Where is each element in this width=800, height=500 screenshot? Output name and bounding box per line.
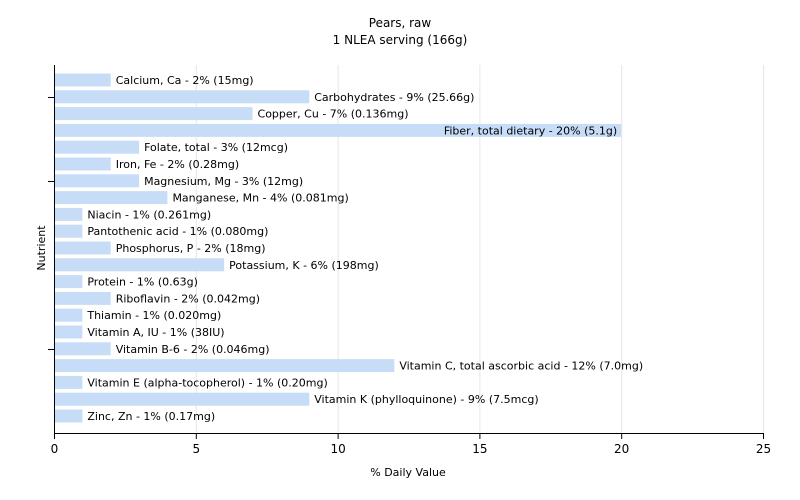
bar	[55, 90, 310, 104]
x-tick-label: 10	[330, 442, 345, 456]
x-tick-label: 5	[192, 442, 200, 456]
bar-label: Vitamin A, IU - 1% (38IU)	[87, 326, 224, 339]
bar-label: Carbohydrates - 9% (25.66g)	[314, 91, 474, 104]
bar-label: Vitamin K (phylloquinone) - 9% (7.5mcg)	[314, 393, 538, 406]
bar	[55, 73, 111, 87]
bar	[55, 325, 83, 339]
bar-label: Folate, total - 3% (12mcg)	[144, 141, 288, 154]
x-axis-title: % Daily Value	[370, 466, 446, 479]
bar-label: Vitamin E (alpha-tocopherol) - 1% (0.20m…	[87, 376, 327, 389]
bar	[55, 107, 253, 121]
bar	[55, 157, 111, 171]
x-tick-label: 15	[472, 442, 487, 456]
bar-label: Thiamin - 1% (0.020mg)	[86, 309, 221, 322]
bars-group: Calcium, Ca - 2% (15mg) Carbohydrates - 9…	[55, 73, 643, 423]
bar-label: Vitamin C, total ascorbic acid - 12% (7.…	[399, 360, 643, 373]
bar-label: Magnesium, Mg - 3% (12mg)	[144, 175, 303, 188]
bar	[55, 275, 83, 289]
x-tick-label: 25	[756, 442, 771, 456]
bar	[55, 291, 111, 305]
chart-subtitle: 1 NLEA serving (166g)	[333, 33, 468, 47]
bar	[55, 140, 140, 154]
bar-label: Calcium, Ca - 2% (15mg)	[116, 74, 254, 87]
x-tick-label: 0	[51, 442, 59, 456]
bar-label: Pantothenic acid - 1% (0.080mg)	[87, 225, 268, 238]
bar-label: Manganese, Mn - 4% (0.081mg)	[172, 192, 348, 205]
bar-label: Potassium, K - 6% (198mg)	[229, 259, 379, 272]
bar	[55, 308, 83, 322]
bar	[55, 342, 111, 356]
x-tick-label: 20	[614, 442, 629, 456]
bar-label: Fiber, total dietary - 20% (5.1g)	[444, 124, 617, 137]
bar	[55, 375, 83, 389]
bar-label: Niacin - 1% (0.261mg)	[87, 208, 211, 221]
bar	[55, 241, 111, 255]
bar	[55, 409, 83, 423]
y-axis-title: Nutrient	[35, 225, 48, 271]
bar-label: Riboflavin - 2% (0.042mg)	[116, 292, 260, 305]
bar	[55, 392, 310, 406]
bar	[55, 258, 225, 272]
bar	[55, 207, 83, 221]
bar-label: Phosphorus, P - 2% (18mg)	[116, 242, 266, 255]
chart-title: Pears, raw	[369, 16, 432, 30]
bar-label: Iron, Fe - 2% (0.28mg)	[116, 158, 239, 171]
bar	[55, 123, 622, 137]
bar	[55, 224, 83, 238]
bar-label: Copper, Cu - 7% (0.136mg)	[258, 108, 409, 121]
bar	[55, 359, 395, 373]
axes-group: 0 5 10 15 20 25	[48, 65, 771, 456]
bar-label: Vitamin B-6 - 2% (0.046mg)	[116, 343, 270, 356]
bar	[55, 191, 168, 205]
bar-label: Zinc, Zn - 1% (0.17mg)	[87, 410, 215, 423]
bar	[55, 174, 140, 188]
bar-label: Protein - 1% (0.63g)	[87, 276, 198, 289]
